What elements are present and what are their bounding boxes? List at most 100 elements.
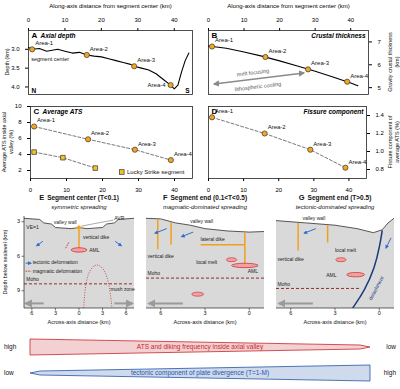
svg-text:20: 20	[275, 187, 282, 193]
svg-text:Depth below sealevel (km): Depth below sealevel (km)	[2, 229, 8, 294]
svg-text:3: 3	[17, 218, 20, 224]
svg-text:3.5: 3.5	[11, 65, 20, 71]
svg-text:3: 3	[54, 310, 57, 316]
svg-text:30: 30	[135, 187, 142, 193]
svg-text:ESegment center (T<0.1): ESegment center (T<0.1)	[39, 193, 119, 202]
svg-text:0.8: 0.8	[376, 166, 385, 172]
svg-text:Area-4: Area-4	[348, 159, 367, 165]
svg-text:Area-1: Area-1	[37, 117, 56, 123]
svg-text:Area-3: Area-3	[313, 141, 332, 147]
svg-text:9: 9	[17, 287, 20, 293]
svg-text:Along-axis distance from segme: Along-axis distance from segment center …	[49, 3, 171, 9]
svg-text:6: 6	[17, 253, 20, 259]
svg-text:4: 4	[18, 151, 22, 157]
svg-text:valley wall: valley wall	[303, 215, 326, 221]
svg-text:3: 3	[203, 310, 206, 316]
svg-text:20: 20	[99, 187, 106, 193]
svg-text:3: 3	[101, 310, 104, 316]
svg-text:Across-axis distance (km): Across-axis distance (km)	[48, 319, 111, 325]
svg-text:Average ATS: Average ATS	[42, 108, 83, 116]
svg-text:lateral dike: lateral dike	[201, 236, 225, 242]
svg-text:Moho: Moho	[147, 270, 160, 276]
svg-text:high: high	[4, 343, 17, 351]
svg-text:magmatic-dominated spreading: magmatic-dominated spreading	[163, 204, 248, 210]
svg-text:Area-4: Area-4	[148, 82, 167, 88]
svg-text:local melt: local melt	[196, 259, 218, 265]
svg-text:0: 0	[378, 310, 381, 316]
svg-text:10: 10	[241, 17, 248, 23]
svg-text:valley wall: valley wall	[190, 218, 213, 224]
svg-text:high: high	[384, 369, 397, 377]
svg-text:segment center: segment center	[31, 56, 69, 62]
svg-text:Area-3: Area-3	[138, 141, 157, 147]
svg-text:vertical dike: vertical dike	[83, 234, 110, 240]
svg-text:Fissure component: Fissure component	[304, 108, 365, 116]
svg-text:6: 6	[125, 310, 128, 316]
svg-text:10: 10	[15, 103, 22, 109]
svg-text:30: 30	[310, 187, 317, 193]
svg-text:Across-axis distance (km): Across-axis distance (km)	[304, 319, 367, 325]
svg-text:6: 6	[18, 135, 22, 141]
svg-text:3.0: 3.0	[11, 46, 20, 52]
svg-text:GSegment end (T>0.5): GSegment end (T>0.5)	[299, 193, 372, 202]
svg-text:1.4: 1.4	[376, 112, 385, 118]
svg-text:Area-2: Area-2	[90, 46, 109, 52]
svg-text:FSegment end (0.1<T<0.5): FSegment end (0.1<T<0.5)	[163, 193, 247, 202]
svg-text:0: 0	[207, 17, 211, 23]
svg-text:lithospheric cooling: lithospheric cooling	[234, 81, 281, 93]
svg-text:Area-2: Area-2	[268, 48, 287, 54]
svg-text:low: low	[386, 343, 396, 350]
svg-text:Across-axis distance (km): Across-axis distance (km)	[174, 319, 237, 325]
svg-text:0: 0	[248, 310, 251, 316]
svg-text:local melt: local melt	[335, 247, 357, 253]
svg-text:Area-1: Area-1	[215, 37, 234, 43]
svg-text:40: 40	[171, 17, 178, 23]
svg-text:AML: AML	[89, 247, 100, 253]
svg-text:VE=1: VE=1	[26, 224, 39, 230]
svg-text:6: 6	[378, 62, 382, 68]
svg-text:6: 6	[289, 310, 292, 316]
svg-text:ATS and diking frequency insid: ATS and diking frequency inside axial va…	[137, 343, 264, 351]
svg-text:1.0: 1.0	[376, 148, 385, 154]
svg-text:Moho: Moho	[277, 281, 290, 287]
svg-text:Along-axis distance from segme: Along-axis distance from segment center …	[227, 3, 349, 9]
svg-text:tectonic component of plate di: tectonic component of plate divergence (…	[131, 369, 269, 377]
svg-text:mush zone: mush zone	[110, 286, 135, 292]
svg-text:10: 10	[63, 187, 70, 193]
svg-text:vertical dike: vertical dike	[277, 256, 304, 262]
svg-text:detachment: detachment	[367, 275, 385, 301]
svg-text:10: 10	[240, 187, 247, 193]
svg-text:C: C	[34, 107, 40, 116]
svg-text:AML: AML	[248, 268, 259, 274]
svg-text:Crustal thickness: Crustal thickness	[311, 32, 366, 39]
svg-text:A: A	[32, 31, 38, 40]
svg-text:valley wall: valley wall	[54, 219, 77, 225]
svg-text:3: 3	[333, 310, 336, 316]
svg-text:40: 40	[346, 187, 353, 193]
svg-text:tectonic deformation: tectonic deformation	[33, 259, 78, 265]
svg-text:Area-4: Area-4	[174, 151, 193, 157]
svg-text:AVR: AVR	[114, 215, 124, 221]
svg-text:Area-1: Area-1	[35, 40, 54, 46]
svg-text:8: 8	[18, 119, 22, 125]
svg-text:20: 20	[98, 17, 105, 23]
svg-text:Moho: Moho	[26, 276, 39, 282]
svg-text:10: 10	[62, 17, 69, 23]
svg-text:20: 20	[276, 17, 283, 23]
svg-text:1.2: 1.2	[376, 130, 385, 136]
svg-text:5: 5	[378, 85, 382, 91]
svg-text:S: S	[185, 87, 190, 94]
svg-text:Lucky Strike segment: Lucky Strike segment	[127, 169, 185, 175]
svg-text:Area-3: Area-3	[311, 60, 330, 66]
svg-text:D: D	[212, 107, 218, 116]
svg-text:AML: AML	[326, 272, 337, 278]
svg-text:30: 30	[312, 17, 319, 23]
svg-text:6: 6	[30, 310, 33, 316]
svg-text:low: low	[4, 369, 14, 376]
svg-text:N: N	[32, 87, 37, 94]
svg-text:melt focusing: melt focusing	[236, 68, 269, 78]
svg-text:Area-3: Area-3	[137, 57, 156, 63]
svg-text:0: 0	[27, 17, 31, 23]
svg-text:40: 40	[347, 17, 354, 23]
svg-text:0: 0	[77, 310, 80, 316]
